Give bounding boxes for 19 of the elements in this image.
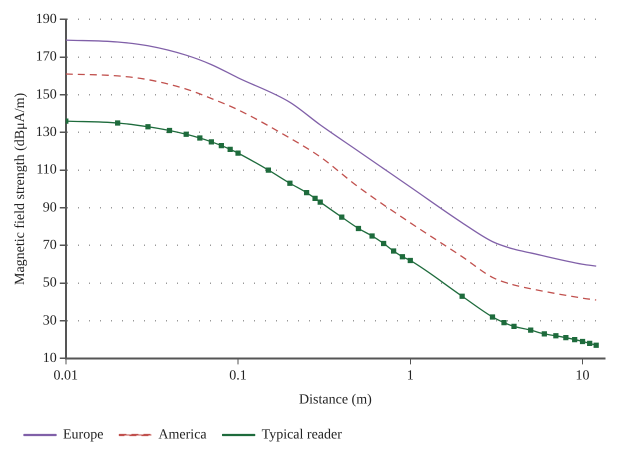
x-axis-title: Distance (m) (299, 392, 372, 408)
y-tick-label: 10 (42, 351, 57, 366)
y-tick-label: 190 (36, 12, 57, 28)
x-tick-label: 10 (576, 368, 590, 384)
x-tick-label: 0.01 (54, 368, 78, 384)
y-tick-label: 30 (42, 313, 57, 328)
y-tick-label: 50 (42, 276, 57, 291)
y-tick-label: 170 (36, 50, 57, 65)
legend-label: Typical reader (262, 428, 342, 443)
legend-label: America (158, 428, 208, 443)
y-axis-title: Magnetic field strength (dBμA/m) (13, 92, 28, 285)
x-tick-label: 0.1 (229, 368, 247, 384)
y-tick-label: 70 (42, 238, 57, 254)
x-tick-label: 1 (406, 368, 414, 384)
y-tick-label: 90 (42, 200, 57, 216)
y-tick-label: 110 (36, 162, 57, 178)
y-tick-label: 150 (36, 87, 57, 102)
legend-label: Europe (63, 428, 104, 443)
y-tick-label: 130 (36, 125, 57, 140)
